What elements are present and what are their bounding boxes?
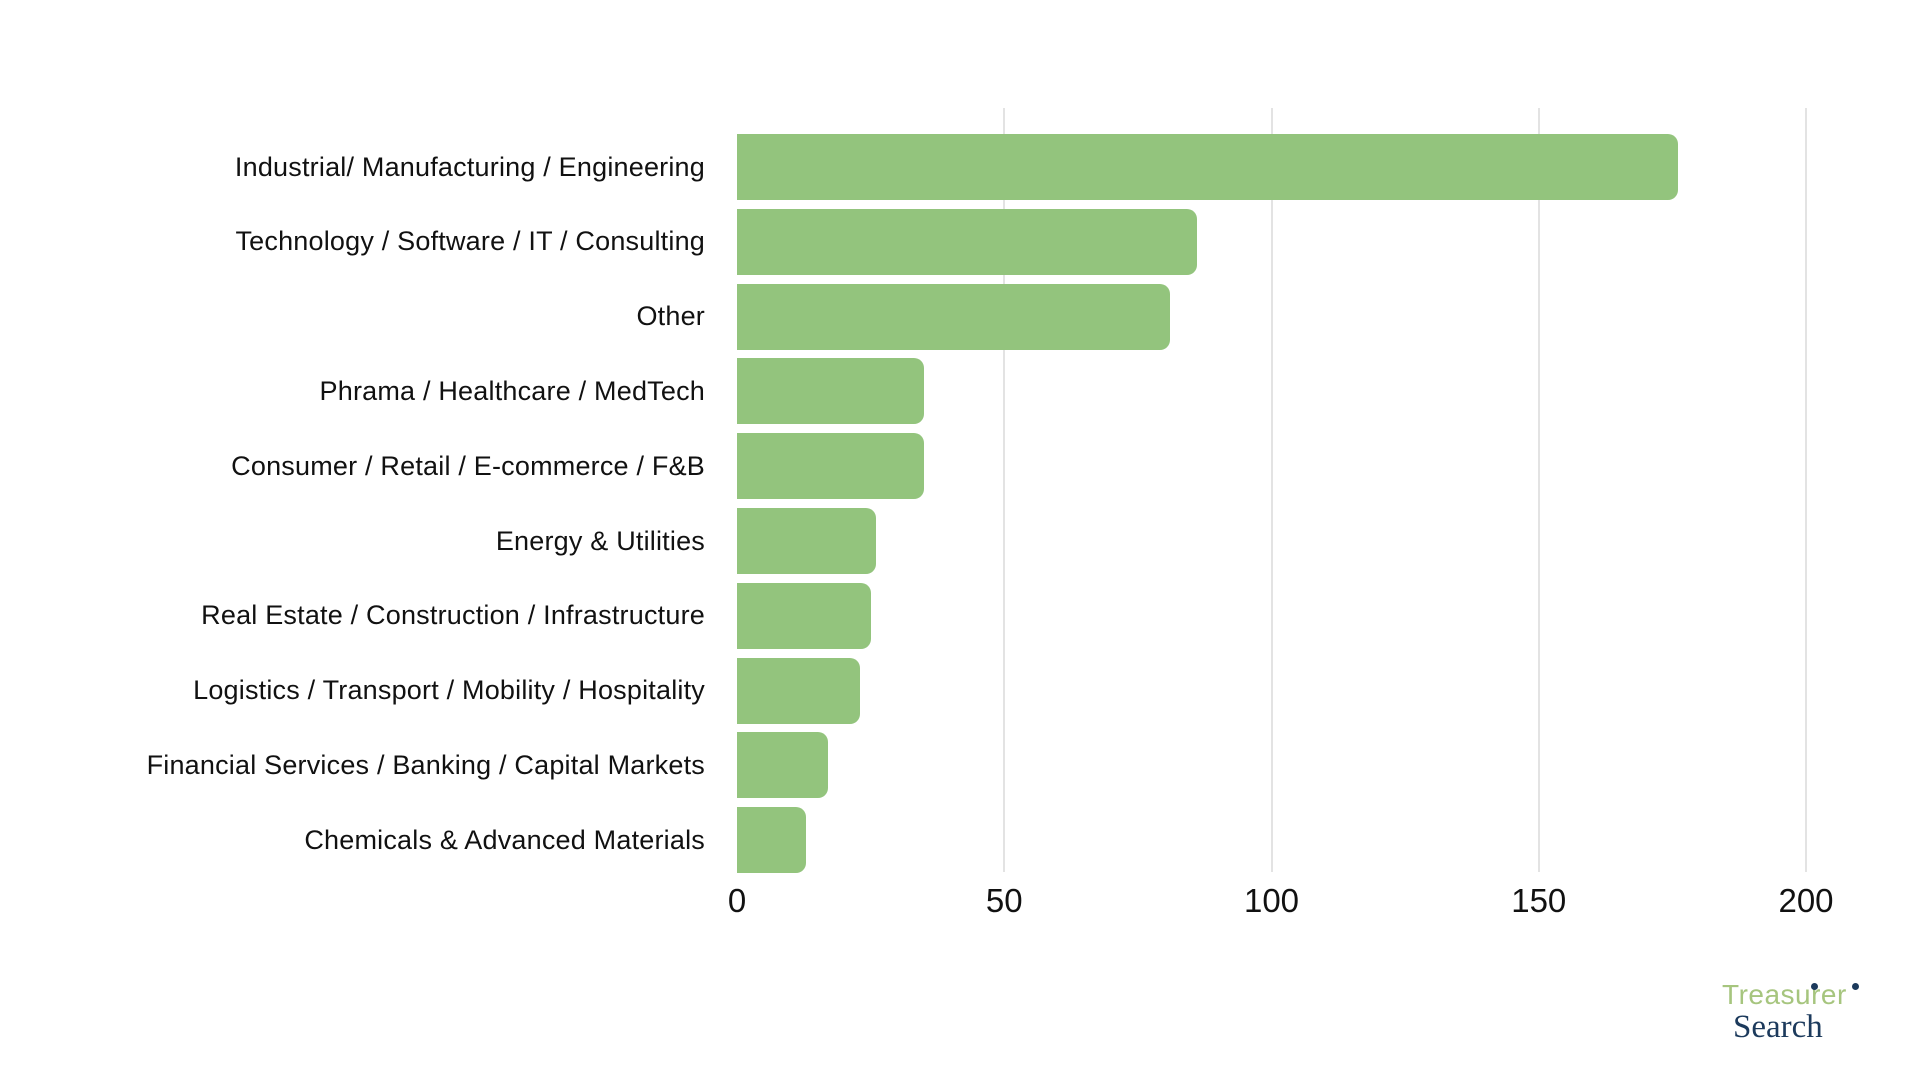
x-tick-200: 200 — [1778, 882, 1834, 919]
bar-8 — [737, 732, 828, 799]
logo-dot-icon — [1852, 983, 1859, 990]
bar-6 — [737, 582, 871, 649]
category-label-3: Phrama / Healthcare / MedTech — [319, 375, 705, 406]
bar-7 — [737, 657, 860, 724]
gridline-50 — [1003, 108, 1006, 872]
category-label-6: Real Estate / Construction / Infrastruct… — [201, 600, 705, 631]
x-tick-100: 100 — [1243, 882, 1300, 919]
logo-dot-icon — [1811, 983, 1818, 990]
bar-0 — [737, 134, 1678, 200]
category-label-5: Energy & Utilities — [495, 525, 705, 556]
gridline-150 — [1537, 108, 1540, 872]
bar-5 — [737, 508, 876, 574]
category-label-1: Technology / Software / IT / Consulting — [235, 226, 705, 257]
category-label-8: Financial Services / Banking / Capital M… — [146, 749, 705, 780]
x-tick-150: 150 — [1511, 882, 1567, 919]
bar-3 — [737, 358, 925, 425]
treasurer-search-logo: Treasurer Search — [1716, 980, 1916, 1044]
category-label-2: Other — [636, 301, 705, 332]
bar-1 — [737, 208, 1197, 275]
logo-text-search: Search — [1733, 1009, 1823, 1045]
x-tick-0: 0 — [727, 882, 747, 919]
bar-4 — [737, 433, 925, 500]
category-label-9: Chemicals & Advanced Materials — [304, 824, 705, 855]
x-tick-50: 50 — [985, 882, 1023, 919]
logo-text-treasurer: Treasurer — [1716, 980, 1916, 1010]
category-label-7: Logistics / Transport / Mobility / Hospi… — [193, 675, 705, 706]
gridline-200 — [1805, 108, 1807, 872]
category-label-4: Consumer / Retail / E-commerce / F&B — [231, 450, 705, 481]
bar-2 — [737, 283, 1170, 350]
category-label-0: Industrial/ Manufacturing / Engineering — [234, 151, 705, 182]
gridline-100 — [1270, 108, 1273, 872]
bar-9 — [737, 807, 807, 874]
